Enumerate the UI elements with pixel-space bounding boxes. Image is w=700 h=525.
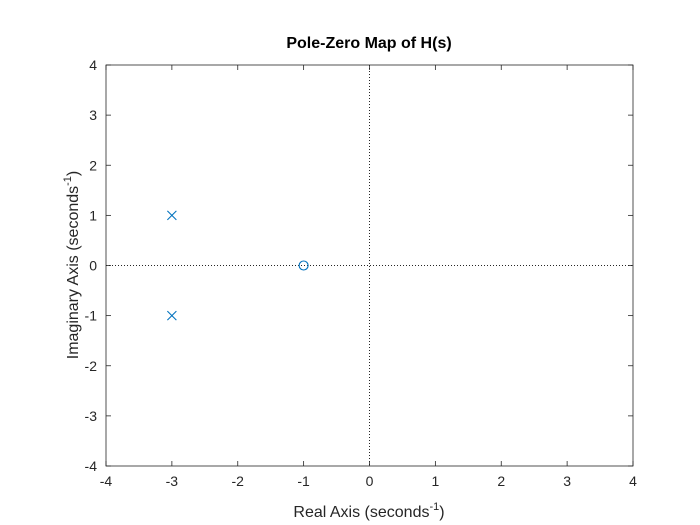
pole-marker-stroke [166,310,177,321]
x-tick-label: -3 [166,473,179,489]
y-tick-label: 2 [89,157,97,173]
y-axis-label: Imaginary Axis (seconds-1) [62,171,82,360]
y-axis-label-suffix: ) [65,171,82,176]
pole-zero-markers [166,210,309,321]
y-tick-label: 1 [89,207,97,223]
y-axis-ticks: -4 -3 -2 -1 0 1 2 3 4 [85,57,633,474]
x-tick-label: 4 [629,473,637,489]
reference-lines [106,65,633,466]
x-tick-label: 1 [431,473,439,489]
y-tick-label: -2 [85,358,98,374]
x-axis-label: Real Axis (seconds-1) [293,501,444,521]
x-tick-label: -2 [232,473,245,489]
y-tick-label: 4 [89,57,97,73]
y-axis-label-superscript: -1 [62,176,74,186]
y-axis-label-text: Imaginary Axis (seconds [65,186,82,359]
x-tick-label: 3 [563,473,571,489]
x-tick-label: -4 [100,473,113,489]
pole-marker [166,210,177,221]
x-axis-ticks: -4 -3 -2 -1 0 1 2 3 4 [100,65,637,489]
pole-marker [166,310,177,321]
x-axis-label-text: Real Axis (seconds [293,504,429,521]
x-tick-label: 0 [366,473,374,489]
y-tick-label: 3 [89,107,97,123]
x-tick-label: -1 [297,473,310,489]
chart-title: Pole-Zero Map of H(s) [286,35,451,52]
y-tick-label: -1 [85,308,98,324]
x-axis-label-superscript: -1 [429,501,439,513]
zero-marker [298,260,309,271]
x-axis-label-suffix: ) [439,504,444,521]
pole-marker-stroke [166,210,177,221]
y-tick-label: 0 [89,258,97,274]
y-tick-label: -3 [85,408,98,424]
x-tick-label: 2 [497,473,505,489]
y-tick-label: -4 [85,458,98,474]
